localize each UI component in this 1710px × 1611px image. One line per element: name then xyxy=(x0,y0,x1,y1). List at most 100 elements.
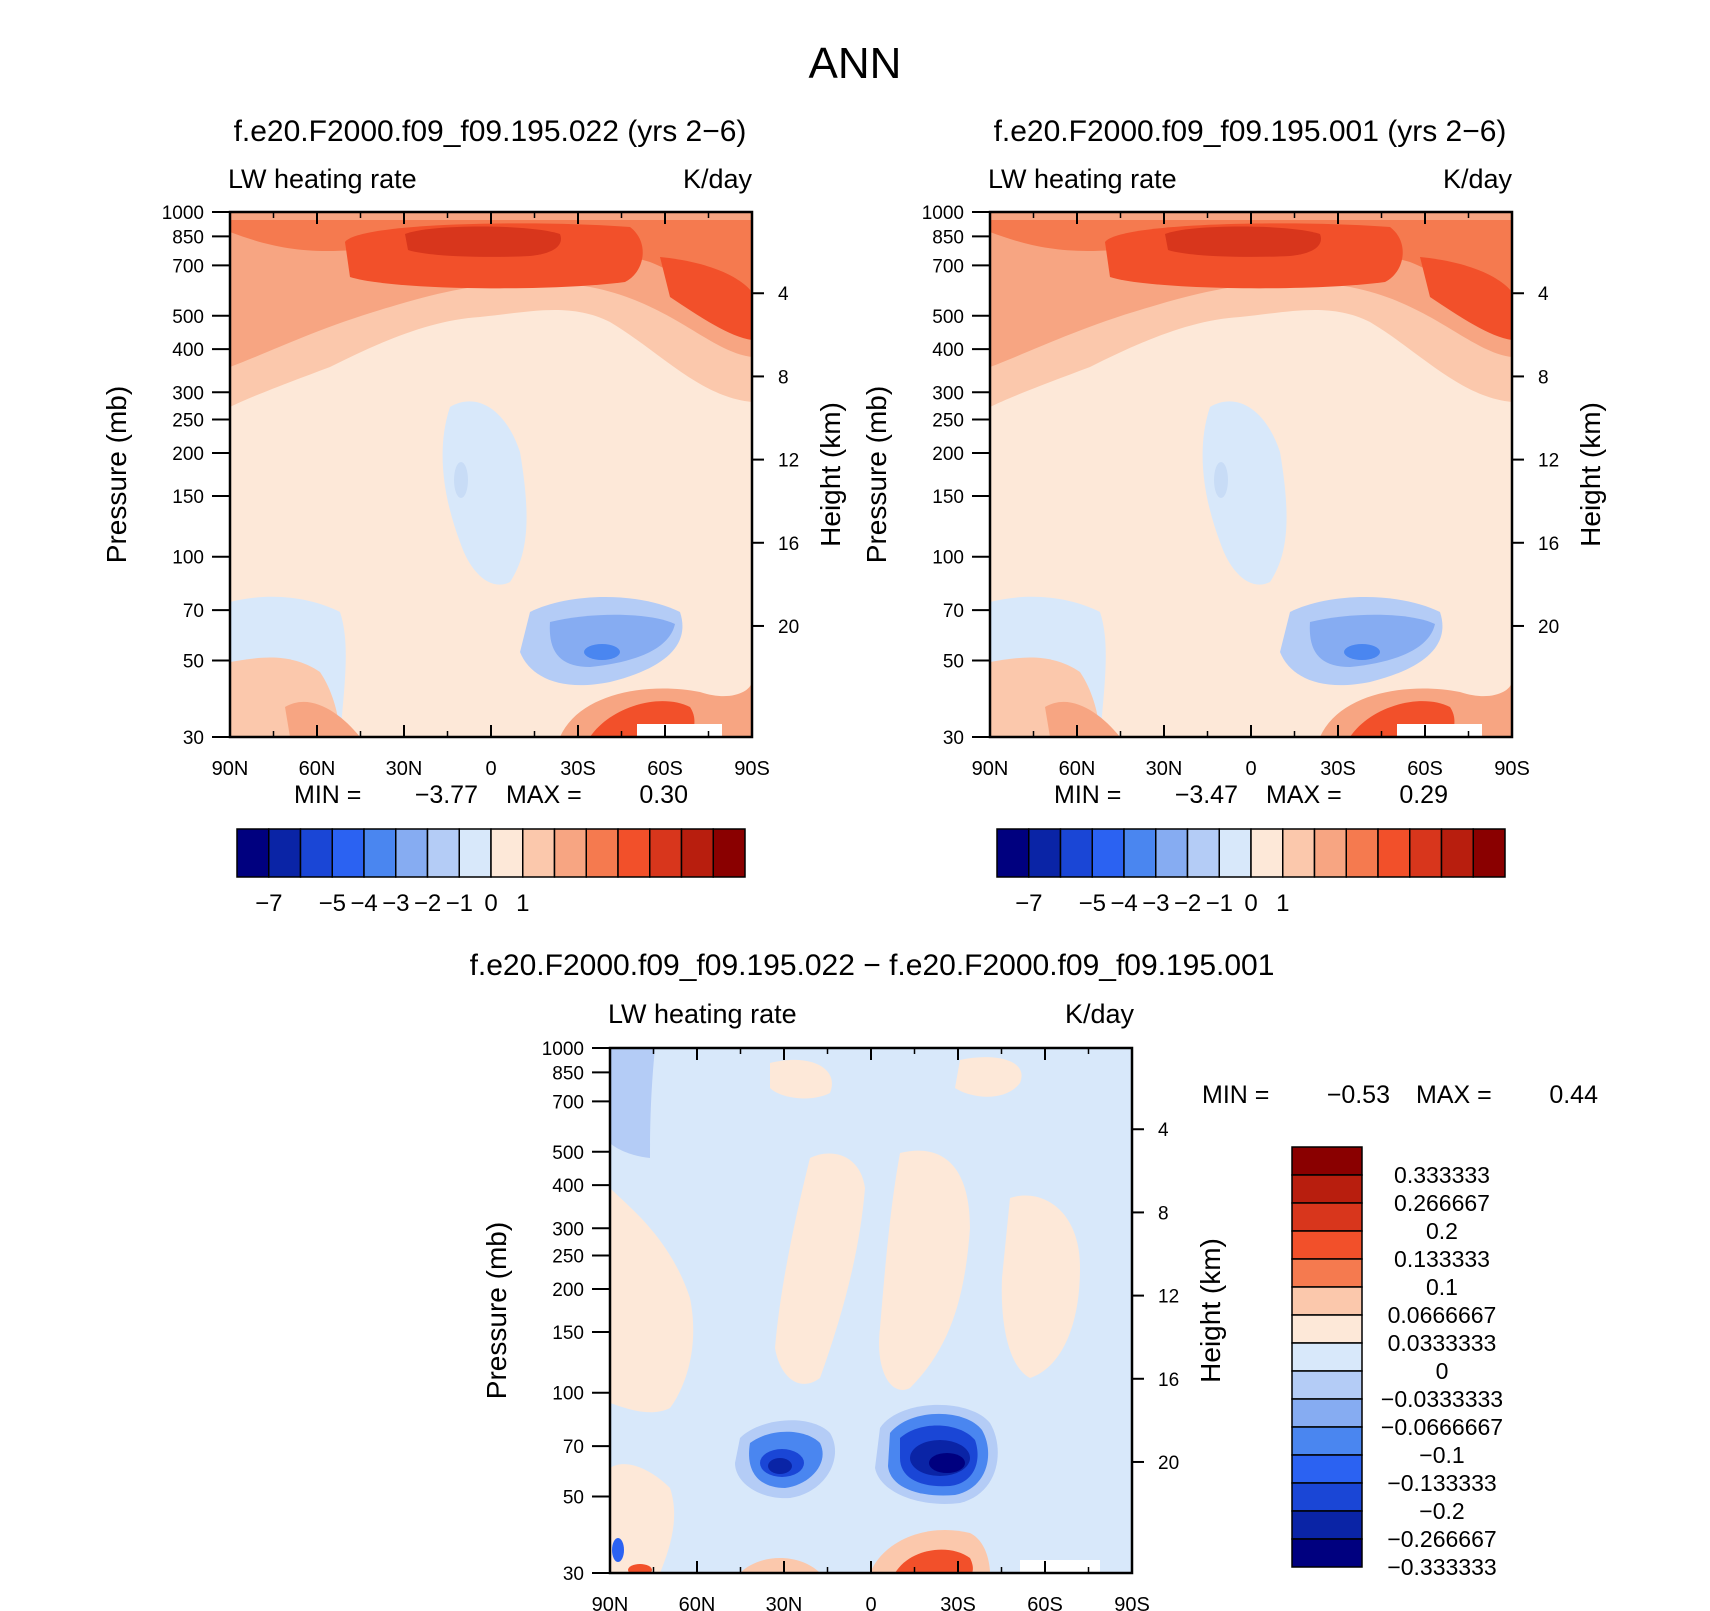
colorbar-swatch xyxy=(1291,1482,1363,1512)
y-tick-label: 50 xyxy=(563,1488,584,1509)
field-pole-cool xyxy=(612,1538,624,1562)
x-tick-label: 0 xyxy=(1245,758,1256,780)
y2-tick-label: 4 xyxy=(1158,1120,1169,1141)
y-tick-label: 850 xyxy=(172,227,204,248)
page-title: ANN xyxy=(809,39,902,88)
panel-3-min-label: MIN = xyxy=(1202,1081,1269,1109)
x-tick-label: 90S xyxy=(734,758,770,780)
y-tick-label: 30 xyxy=(943,728,964,749)
field-mid-warm-b xyxy=(879,1150,970,1390)
colorbar-swatch xyxy=(1291,1510,1363,1540)
y-tick-label: 200 xyxy=(172,444,204,465)
y-tick-label: 250 xyxy=(552,1247,584,1268)
panel-3-max-label: MAX = xyxy=(1416,1081,1492,1109)
x-tick-label: 90N xyxy=(972,758,1009,780)
y-axis-label: Pressure (mb) xyxy=(861,386,892,563)
y2-tick-label: 16 xyxy=(1158,1370,1179,1391)
panel-2-variable-label: LW heating rate xyxy=(988,164,1177,194)
field-nh-surface-warm xyxy=(1045,701,1120,737)
field-tropical-mid-cell xyxy=(454,462,468,498)
colorbar-tick-label: 0.0333333 xyxy=(1388,1330,1497,1356)
colorbar-swatch xyxy=(490,828,524,878)
y-tick-label: 500 xyxy=(932,307,964,328)
y-tick-label: 700 xyxy=(172,256,204,277)
field-cell-a-core xyxy=(768,1458,792,1474)
colorbar-swatch xyxy=(1123,828,1157,878)
y-tick-label: 300 xyxy=(552,1219,584,1240)
colorbar-swatch xyxy=(1291,1146,1363,1176)
panel-1-min-value: −3.77 xyxy=(415,781,478,809)
x-tick-label: 30N xyxy=(766,1594,803,1611)
field-sh-mid-warm xyxy=(1001,1195,1080,1378)
y-tick-label: 850 xyxy=(552,1063,584,1084)
colorbar-swatch xyxy=(458,828,492,878)
contour-field xyxy=(230,212,752,737)
y-tick-label: 1000 xyxy=(542,1039,584,1060)
colorbar-swatch xyxy=(680,828,714,878)
x-tick-label: 60N xyxy=(679,1594,716,1611)
field-pole-warm xyxy=(628,1564,652,1573)
colorbar-tick-label: 0.133333 xyxy=(1394,1246,1490,1272)
colorbar-swatch xyxy=(1291,1286,1363,1316)
y2-tick-label: 20 xyxy=(1538,617,1559,638)
y-axis-label: Pressure (mb) xyxy=(481,1222,512,1399)
x-tick-label: 30N xyxy=(1146,758,1183,780)
panel-3-title: f.e20.F2000.f09_f09.195.022 − f.e20.F200… xyxy=(470,949,1275,982)
x-tick-label: 30N xyxy=(386,758,423,780)
axes: 90N 60N 30N 0 30S 60S 90S 30 50 70 100 150 200 250 300… xyxy=(481,1039,1226,1611)
colorbar-swatch xyxy=(331,828,365,878)
y-tick-label: 100 xyxy=(552,1384,584,1405)
colorbar-swatch xyxy=(712,828,746,878)
colorbar-tick-label: 0.333333 xyxy=(1394,1162,1490,1188)
y2-tick-label: 16 xyxy=(778,534,799,555)
x-tick-label: 60S xyxy=(647,758,683,780)
y2-tick-label: 20 xyxy=(1158,1453,1179,1474)
y2-tick-label: 12 xyxy=(778,451,799,472)
field-upper-warm-1 xyxy=(770,1059,832,1099)
colorbar-tick-label: 0.2 xyxy=(1426,1218,1458,1244)
y-tick-label: 50 xyxy=(943,652,964,673)
panel-1: f.e20.F2000.f09_f09.195.022 (yrs 2−6) LW… xyxy=(101,115,846,917)
panel-3-min-value: −0.53 xyxy=(1327,1081,1390,1109)
field-upper-core xyxy=(1165,226,1321,257)
colorbar-swatch xyxy=(363,828,397,878)
x-tick-label: 90S xyxy=(1114,1594,1150,1611)
x-tick-label: 60S xyxy=(1407,758,1443,780)
colorbar-tick-label: −0.1 xyxy=(1419,1442,1464,1468)
y2-tick-label: 20 xyxy=(778,617,799,638)
colorbar-swatch xyxy=(1291,1398,1363,1428)
panel-2-stats: MIN = −3.47 MAX = 0.29 xyxy=(1054,781,1448,809)
panel-1-stats: MIN = −3.77 MAX = 0.30 xyxy=(294,781,688,809)
colorbar-swatch xyxy=(585,828,619,878)
contour-field xyxy=(990,212,1512,737)
colorbar-swatch xyxy=(395,828,429,878)
colorbar-swatch xyxy=(1250,828,1284,878)
colorbar-swatch xyxy=(1218,828,1252,878)
colorbar-swatch xyxy=(1282,828,1316,878)
panel-3: f.e20.F2000.f09_f09.195.022 − f.e20.F200… xyxy=(470,949,1599,1611)
panel-2-plot: 90N 60N 30N 0 30S 60S 90S 30 50 70 100 150 200 250 300… xyxy=(861,203,1606,780)
colorbar-tick-label: −0.2 xyxy=(1419,1498,1464,1524)
colorbar-tick-label: −4 xyxy=(350,890,377,917)
panel-1-title: f.e20.F2000.f09_f09.195.022 (yrs 2−6) xyxy=(234,115,747,148)
colorbar-tick-label: 0 xyxy=(484,890,497,917)
field-missing-region xyxy=(1020,1560,1100,1573)
colorbar-swatch xyxy=(617,828,651,878)
field-upper-warm-2 xyxy=(955,1057,1022,1097)
colorbar-tick-label: −1 xyxy=(1206,890,1233,917)
y-tick-label: 70 xyxy=(183,601,204,622)
colorbar-swatch xyxy=(299,828,333,878)
y-tick-label: 700 xyxy=(552,1092,584,1113)
x-tick-label: 90S xyxy=(1494,758,1530,780)
y-tick-label: 1000 xyxy=(162,203,204,224)
panel-2: f.e20.F2000.f09_f09.195.001 (yrs 2−6) LW… xyxy=(861,115,1606,917)
colorbar-tick-label: 0.1 xyxy=(1426,1274,1458,1300)
y2-tick-label: 8 xyxy=(1158,1203,1169,1224)
colorbar-swatch xyxy=(1291,1258,1363,1288)
field-lower-cell-inner xyxy=(1309,614,1435,667)
colorbar-swatch xyxy=(1291,1230,1363,1260)
panel-3-plot: 90N 60N 30N 0 30S 60S 90S 30 50 70 100 150 200 250 300… xyxy=(481,1039,1226,1611)
x-tick-label: 0 xyxy=(485,758,496,780)
y-tick-label: 30 xyxy=(563,1564,584,1585)
panel-1-min-label: MIN = xyxy=(294,781,361,809)
